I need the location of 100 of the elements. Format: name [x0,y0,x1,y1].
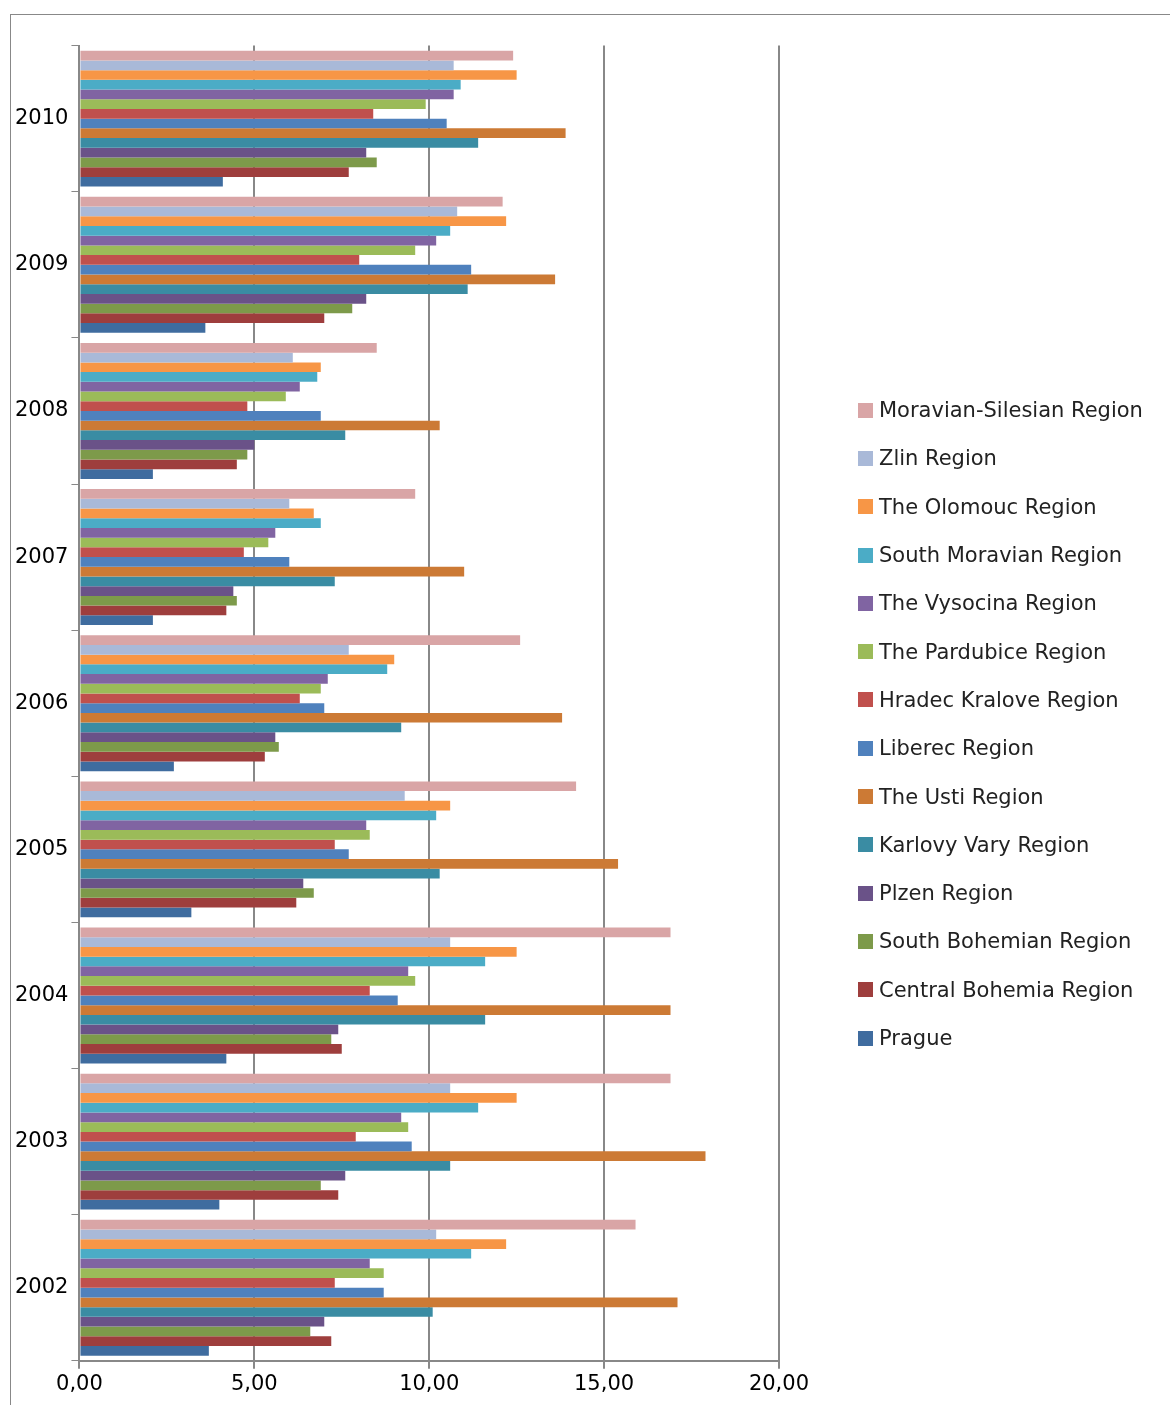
bar [80,410,321,421]
bar [80,1287,384,1298]
bar [80,1248,472,1259]
bar [80,674,328,684]
bar [80,742,279,752]
legend-label: Plzen Region [879,881,1014,906]
bar [80,800,451,811]
x-tick-label: 5,00 [230,1370,278,1395]
legend-label: Hradec Kralove Region [879,687,1119,712]
bar [80,459,237,470]
bar [80,527,276,538]
legend-label: Zlin Region [879,446,997,471]
bar [80,167,349,177]
bar [80,1345,209,1356]
bar [80,1122,409,1132]
bar [80,605,227,616]
bar [80,518,321,528]
x-tick-label: 20,00 [748,1370,809,1395]
bar [80,293,367,304]
legend-label: Moravian-Silesian Region [879,398,1143,423]
bar [80,1024,339,1035]
bar [80,966,409,977]
bar [80,907,192,918]
bar [80,323,206,333]
y-tick-label: 2004 [14,981,69,1006]
bar [80,615,153,626]
bar [80,897,297,908]
bar [80,1297,678,1308]
legend-label: Central Bohemia Region [879,977,1134,1002]
bar [80,712,563,723]
bar [80,1093,517,1103]
bar [80,157,377,168]
bar [80,391,286,402]
bar [80,498,290,509]
bar [80,761,174,772]
bar [80,128,566,139]
bar [80,70,517,80]
bar [80,147,367,158]
bar [80,1199,220,1210]
bar [80,1161,451,1171]
bar [80,927,671,938]
bar [80,693,300,704]
bar [80,1053,227,1064]
bar [80,644,349,655]
bar [80,303,353,314]
bar [80,274,556,285]
bar [80,1083,451,1094]
bar [80,1102,479,1113]
bar [80,342,377,353]
bar [80,829,370,840]
bar [80,449,248,460]
bar [80,313,325,324]
y-tick-label: 2006 [14,689,69,714]
bar [80,751,265,762]
legend-label: The Usti Region [879,784,1044,809]
bar [80,1005,671,1015]
bar [80,683,321,694]
bar [80,557,290,567]
bar [80,576,335,587]
bar [80,118,447,129]
legend-label: The Vysocina Region [879,591,1097,616]
bar [80,722,402,733]
y-tick-label: 2002 [14,1274,69,1299]
bar [80,995,398,1006]
bar [80,60,454,71]
bar [80,1316,325,1327]
bar [80,839,335,850]
y-tick-label: 2009 [14,251,69,276]
bar [80,1034,332,1044]
bar [80,1268,384,1279]
bar [80,654,395,665]
bar [80,586,234,596]
bar [80,440,255,450]
bar [80,1229,437,1240]
bar [80,235,437,246]
bar [80,1336,332,1346]
bar [80,1170,346,1181]
legend-label: Prague [879,1026,953,1050]
bar [80,859,619,869]
bar [80,1326,311,1337]
bar [80,1044,342,1054]
bar [80,976,416,986]
bar [80,264,472,275]
legend-label: The Olomouc Region [879,494,1097,519]
bar [80,50,514,61]
bar [80,537,269,548]
bar [80,1190,339,1200]
bar [80,1258,370,1269]
bar [80,868,440,879]
bar [80,401,248,411]
bar [80,791,405,801]
bar [80,108,374,119]
bar [80,1180,321,1191]
y-tick-label: 2007 [14,543,69,568]
bar [80,430,346,441]
bar [80,1014,486,1025]
bar [80,99,426,109]
bar [80,878,304,889]
bar [80,508,314,519]
bar [80,1073,671,1084]
